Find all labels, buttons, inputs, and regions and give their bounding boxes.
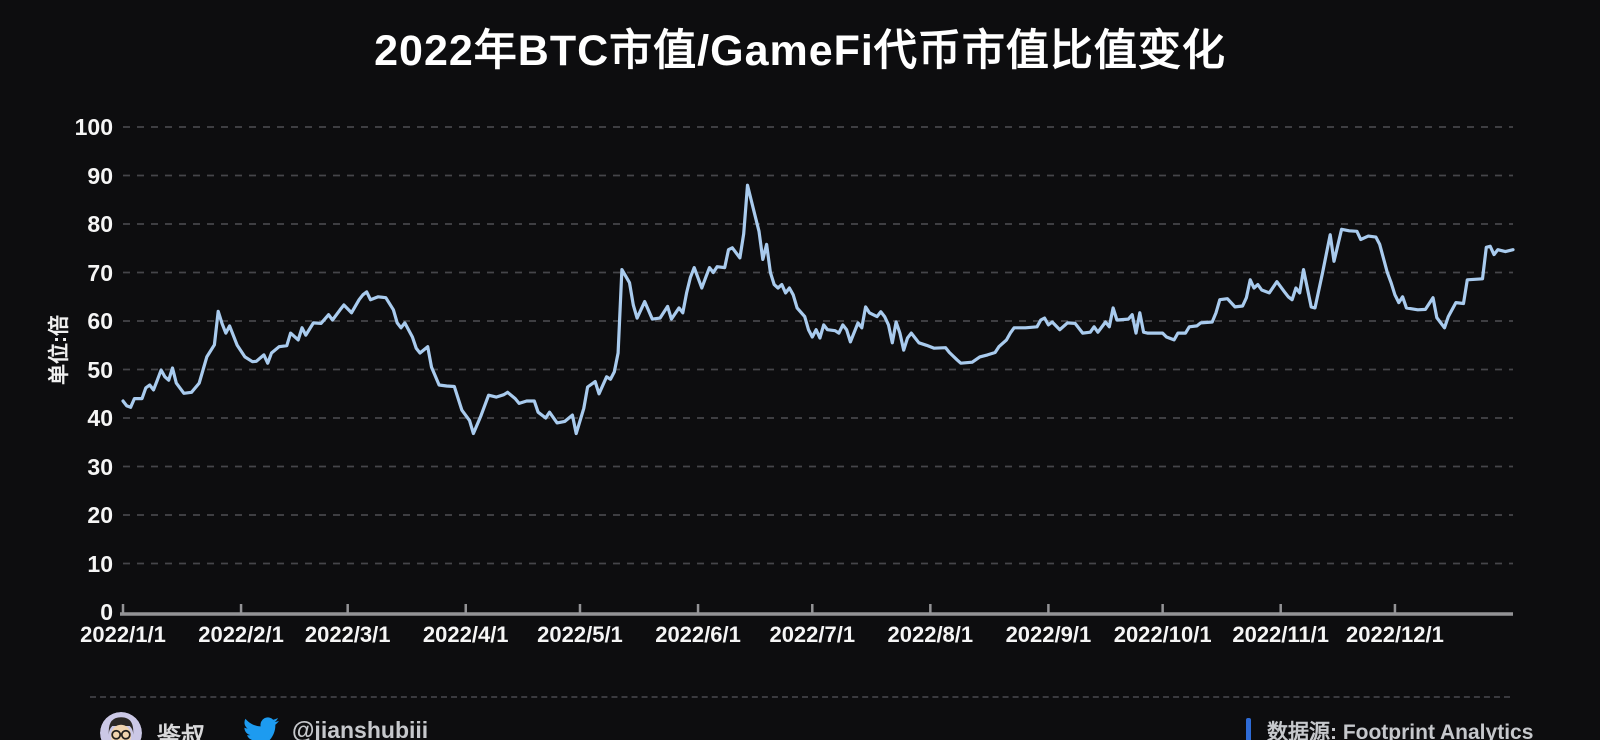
footer: 鉴叔 @jianshubiii 数据源: Footprint Analytics: [0, 710, 1600, 740]
y-tick-label: 90: [87, 162, 113, 189]
y-tick-label: 10: [87, 550, 113, 577]
author-name: 鉴叔: [157, 723, 205, 740]
y-tick-label: 80: [87, 211, 113, 237]
data-source: 数据源: Footprint Analytics: [1246, 716, 1533, 740]
y-tick-label: 20: [87, 502, 113, 528]
x-tick-label: 2022/9/1: [1005, 622, 1092, 647]
author-avatar: [100, 712, 142, 740]
x-tick-label: 2022/3/1: [304, 622, 391, 647]
y-tick-label: 100: [74, 114, 113, 140]
y-tick-label: 60: [87, 308, 113, 334]
source-accent-bar: [1246, 718, 1251, 740]
y-tick-label: 40: [87, 405, 113, 431]
x-tick-label: 2022/5/1: [537, 622, 623, 647]
twitter-bird-icon[interactable]: [243, 714, 279, 740]
x-tick-label: 2022/4/1: [422, 622, 509, 647]
footer-divider: [90, 696, 1510, 698]
x-tick-label: 2022/12/1: [1346, 622, 1444, 647]
x-tick-label: 2022/6/1: [655, 622, 741, 647]
chart-title: 2022年BTC市值/GameFi代币市值比值变化: [374, 27, 1226, 75]
source-label: 数据源: Footprint Analytics: [1267, 721, 1534, 740]
x-tick-label: 2022/10/1: [1113, 622, 1212, 647]
line-chart-plot: [120, 126, 1515, 616]
x-tick-label: 2022/2/1: [198, 622, 284, 647]
y-tick-label: 70: [87, 259, 113, 286]
y-tick-label: 0: [100, 599, 113, 625]
y-tick-label: 30: [87, 453, 113, 480]
y-tick-label: 50: [87, 356, 113, 383]
y-axis-unit-label: 单位:倍: [48, 315, 71, 385]
x-tick-label: 2022/1/1: [80, 622, 166, 647]
twitter-handle[interactable]: @jianshubiii: [292, 717, 429, 740]
ratio-line-series: [121, 183, 1515, 436]
x-tick-label: 2022/11/1: [1232, 622, 1330, 647]
x-tick-label: 2022/8/1: [887, 622, 974, 647]
x-tick-label: 2022/7/1: [769, 622, 856, 647]
cartoon-man-avatar-icon: [100, 712, 142, 740]
